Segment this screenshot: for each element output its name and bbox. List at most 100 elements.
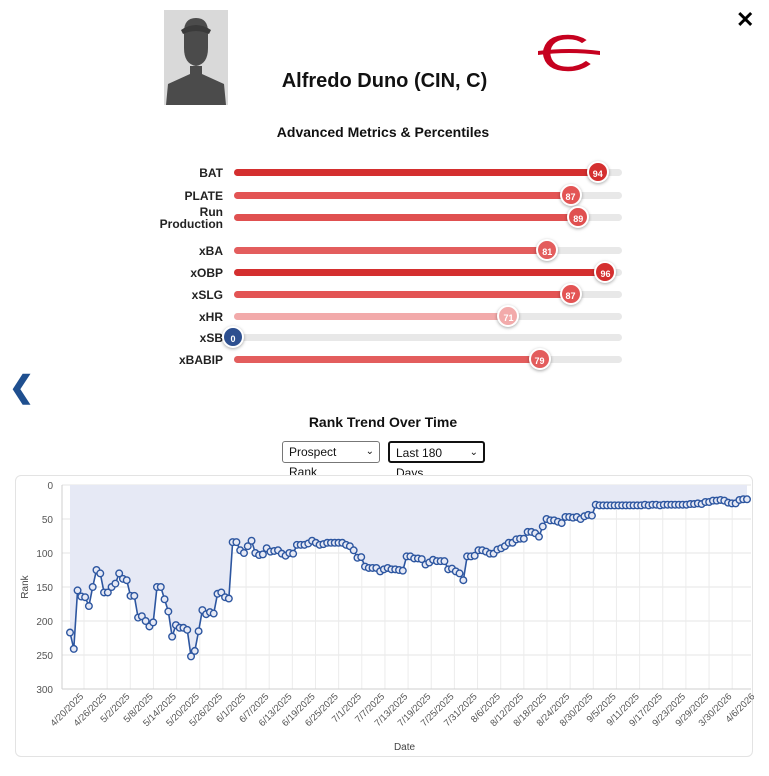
data-point [69, 644, 78, 653]
data-point [103, 588, 112, 597]
metric-value-badge: 81 [536, 239, 559, 261]
data-point [156, 582, 165, 591]
metric-value-badge: 79 [528, 348, 551, 370]
metric-track [234, 169, 622, 176]
metric-track [234, 247, 622, 254]
data-point [209, 609, 218, 618]
data-point [349, 546, 358, 555]
data-point [183, 625, 192, 634]
data-point [168, 632, 177, 641]
metric-track [234, 214, 622, 221]
data-point [130, 591, 139, 600]
metric-fill [234, 169, 599, 176]
metric-value-badge: 0 [222, 326, 244, 348]
chevron-down-icon: ⌄ [469, 447, 478, 458]
close-icon[interactable]: ✕ [736, 7, 755, 32]
metric-label-line: Run [199, 205, 223, 219]
data-point [470, 551, 479, 560]
data-point [115, 569, 124, 578]
metric-fill [234, 192, 572, 199]
metric-track [234, 192, 622, 199]
data-point [122, 576, 131, 585]
metric-track [234, 269, 622, 276]
metric-value-badge: 94 [586, 161, 609, 183]
metric-track [234, 356, 622, 363]
data-point [440, 557, 449, 566]
data-point [538, 522, 547, 531]
data-point [247, 536, 256, 545]
data-point [258, 550, 267, 559]
metric-value-badge: 87 [559, 283, 582, 305]
x-axis-title: Date [394, 742, 416, 753]
reds-c-logo-icon [536, 30, 602, 81]
metric-track [234, 313, 622, 320]
data-point [519, 534, 528, 543]
metric-row: xBABIP 79 [0, 348, 769, 372]
metric-value-badge: 89 [567, 206, 590, 228]
data-point [164, 607, 173, 616]
metric-label: xHR [198, 310, 223, 324]
metric-track [234, 291, 622, 298]
metric-value-badge: 96 [594, 261, 617, 283]
data-point [232, 538, 241, 547]
date-range-select[interactable]: Last 180 Days ⌄ [388, 441, 485, 480]
data-point [111, 579, 120, 588]
y-tick-label: 150 [36, 583, 53, 594]
data-point [743, 495, 752, 504]
data-point [534, 532, 543, 541]
metric-track [234, 334, 622, 341]
metric-label: Run Production [160, 206, 223, 230]
metric-row: PLATE 87 [0, 184, 769, 208]
metric-label: xSB [199, 331, 223, 345]
metric-row: xOBP 96 [0, 261, 769, 285]
data-point [190, 646, 199, 655]
data-point [149, 618, 158, 627]
metric-label: xBA [198, 244, 223, 258]
data-point [557, 519, 566, 528]
metric-row: xSB 0 [0, 326, 769, 350]
y-axis-title: Rank [20, 574, 31, 598]
rank-type-value: Prospect Rank [289, 445, 337, 479]
metric-row: BAT 94 [0, 161, 769, 185]
data-point [357, 553, 366, 562]
metric-row: xHR 71 [0, 305, 769, 329]
y-tick-label: 250 [36, 651, 53, 662]
chevron-left-icon[interactable]: ❮ [9, 371, 35, 404]
data-point [84, 602, 93, 611]
data-point [417, 555, 426, 564]
data-point [73, 586, 82, 595]
y-tick-label: 0 [47, 481, 53, 492]
data-point [243, 542, 252, 551]
y-tick-label: 100 [36, 549, 53, 560]
data-point [66, 628, 75, 637]
data-point [587, 511, 596, 520]
data-point [81, 593, 90, 602]
data-point [239, 548, 248, 557]
metric-fill [234, 313, 510, 320]
player-name: Alfredo Duno (CIN, C) [281, 70, 488, 92]
y-tick-label: 200 [36, 617, 53, 628]
data-point [455, 569, 464, 578]
data-point [459, 576, 468, 585]
series-area [70, 485, 747, 657]
metric-fill [234, 269, 607, 276]
data-point [187, 652, 196, 661]
metric-label: PLATE [184, 189, 223, 203]
metric-row: xSLG 87 [0, 283, 769, 307]
rank-type-select[interactable]: Prospect Rank ⌄ [282, 441, 380, 479]
data-point [224, 594, 233, 603]
y-tick-label: 50 [42, 515, 54, 526]
metric-label: xOBP [190, 266, 223, 280]
metric-row: Run Production 89 [0, 206, 769, 230]
chevron-down-icon: ⌄ [365, 446, 374, 457]
metric-fill [234, 291, 572, 298]
metrics-title: Advanced Metrics & Percentiles [276, 124, 490, 140]
metric-fill [234, 214, 580, 221]
metric-row: xBA 81 [0, 239, 769, 263]
data-point [289, 549, 298, 558]
data-point [141, 616, 150, 625]
metric-value-badge: 71 [497, 305, 520, 327]
data-point [96, 569, 105, 578]
rank-trend-chart: 0 50 100 150 200 250 300 4/20/2025 4/26/2025 5/2/… [15, 475, 757, 757]
rank-trend-chart-svg: 0501001502002503004/20/20254/26/20255/2/… [20, 481, 757, 753]
